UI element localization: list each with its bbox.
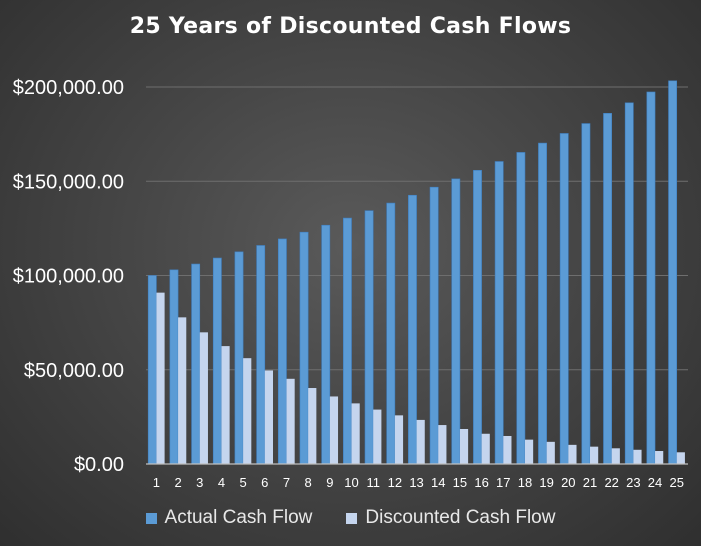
bar-actual-cash-flow (494, 161, 504, 465)
bar-actual-cash-flow (516, 152, 526, 465)
bar-actual-cash-flow (581, 123, 591, 465)
bar-actual-cash-flow (603, 113, 612, 465)
x-tick-label: 2 (174, 475, 181, 490)
y-tick-label: $200,000.00 (13, 77, 124, 99)
legend: Actual Cash Flow Discounted Cash Flow (0, 507, 701, 529)
legend-swatch-discounted (346, 512, 358, 524)
x-tick-label: 21 (583, 475, 597, 490)
x-tick-label: 17 (496, 475, 510, 490)
y-axis-tick-labels: $0.00 $50,000.00 $100,000.00 $150,000.00 $20… (13, 77, 124, 476)
legend-label-discounted: Discounted Cash Flow (365, 507, 556, 528)
y-tick-label: $0.00 (74, 454, 124, 476)
bar-discounted-cash-flow (611, 448, 620, 464)
bar-actual-cash-flow (473, 170, 482, 465)
x-tick-label: 13 (409, 475, 423, 490)
bar-actual-cash-flow (408, 194, 417, 465)
y-tick-label: $50,000.00 (24, 360, 124, 382)
bar-discounted-cash-flow (416, 419, 425, 464)
bar-discounted-cash-flow (329, 396, 339, 464)
bar-discounted-cash-flow (676, 452, 685, 464)
bar-actual-cash-flow (169, 269, 179, 465)
y-tick-label: $100,000.00 (13, 266, 124, 288)
bar-actual-cash-flow (646, 91, 656, 465)
bar-discounted-cash-flow (655, 451, 664, 464)
x-tick-label: 25 (669, 475, 683, 490)
chart-title: 25 Years of Discounted Cash Flows (129, 14, 572, 39)
bar-discounted-cash-flow (351, 403, 360, 464)
legend-label-actual: Actual Cash Flow (164, 507, 313, 528)
bar-actual-cash-flow (277, 238, 287, 465)
bar-actual-cash-flow (559, 133, 569, 465)
x-tick-label: 14 (431, 475, 445, 490)
x-tick-label: 22 (604, 475, 618, 490)
bar-actual-cash-flow (429, 186, 439, 465)
bar-actual-cash-flow (147, 275, 157, 465)
bar-actual-cash-flow (321, 224, 331, 465)
x-tick-label: 4 (218, 475, 225, 490)
bar-actual-cash-flow (624, 102, 634, 465)
bar-actual-cash-flow (191, 263, 201, 465)
legend-swatch-actual (145, 512, 157, 524)
bar-discounted-cash-flow (459, 428, 469, 464)
bar-discounted-cash-flow (156, 292, 165, 464)
bar-discounted-cash-flow (546, 441, 555, 464)
bar-discounted-cash-flow (243, 358, 252, 464)
bar-actual-cash-flow (386, 202, 396, 465)
x-tick-label: 18 (518, 475, 532, 490)
bar-discounted-cash-flow (264, 370, 273, 464)
x-tick-label: 1 (153, 475, 160, 490)
bar-actual-cash-flow (212, 257, 222, 465)
x-tick-label: 9 (326, 475, 333, 490)
bar-actual-cash-flow (299, 231, 309, 465)
bar-discounted-cash-flow (199, 332, 208, 464)
bar-discounted-cash-flow (178, 317, 187, 464)
x-axis-tick-labels: 1 2 3 4 5 6 7 8 9 10 11 12 13 14 15 16 17 18 19 20 21 22 23 24 2… (153, 475, 684, 490)
x-tick-label: 10 (344, 475, 358, 490)
bar-discounted-cash-flow (286, 378, 295, 464)
bar-actual-cash-flow (343, 217, 352, 465)
bar-discounted-cash-flow (308, 388, 317, 464)
bar-discounted-cash-flow (373, 409, 382, 464)
bar-actual-cash-flow (256, 245, 266, 465)
bar-discounted-cash-flow (221, 346, 230, 464)
bar-discounted-cash-flow (524, 439, 534, 464)
x-tick-label: 16 (474, 475, 488, 490)
x-tick-label: 5 (240, 475, 247, 490)
x-tick-label: 15 (453, 475, 467, 490)
bar-discounted-cash-flow (590, 446, 599, 464)
x-tick-label: 8 (305, 475, 312, 490)
bar-discounted-cash-flow (568, 444, 577, 464)
x-tick-label: 3 (196, 475, 203, 490)
x-tick-label: 12 (388, 475, 402, 490)
bars (147, 80, 685, 465)
x-tick-label: 19 (539, 475, 553, 490)
bar-actual-cash-flow (538, 142, 547, 465)
bar-actual-cash-flow (451, 178, 461, 465)
bar-actual-cash-flow (364, 210, 374, 465)
y-tick-label: $150,000.00 (13, 171, 124, 193)
bar-actual-cash-flow (234, 251, 244, 465)
x-tick-label: 24 (648, 475, 662, 490)
bar-discounted-cash-flow (481, 433, 490, 464)
legend-item-actual[interactable]: Actual Cash Flow (145, 507, 313, 529)
x-tick-label: 20 (561, 475, 575, 490)
x-tick-label: 23 (626, 475, 640, 490)
bar-discounted-cash-flow (438, 425, 447, 464)
x-tick-label: 7 (283, 475, 290, 490)
legend-item-discounted[interactable]: Discounted Cash Flow (346, 507, 555, 529)
x-tick-label: 11 (366, 475, 380, 490)
bar-discounted-cash-flow (503, 435, 512, 464)
bar-discounted-cash-flow (633, 449, 642, 464)
x-tick-label: 6 (261, 475, 268, 490)
bar-discounted-cash-flow (394, 415, 404, 464)
bar-actual-cash-flow (668, 80, 678, 465)
